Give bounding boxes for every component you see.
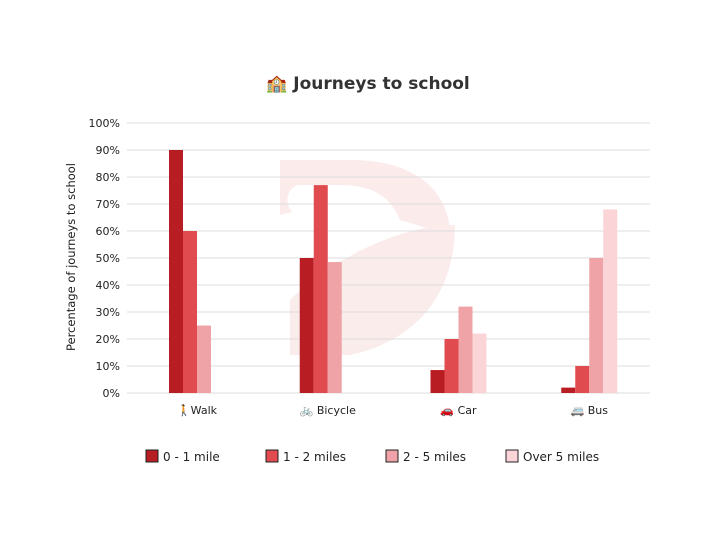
- y-axis-label: Percentage of journeys to school: [64, 163, 78, 351]
- bar: [575, 366, 590, 393]
- y-tick-label: 80%: [96, 171, 120, 184]
- x-tick-label: 🚲 Bicycle: [300, 404, 356, 417]
- x-tick-label: 🚶Walk: [177, 404, 218, 417]
- bar: [169, 150, 183, 393]
- bar: [589, 258, 604, 393]
- legend-label: 2 - 5 miles: [403, 450, 466, 464]
- x-tick-label: 🚗 Car: [440, 404, 477, 417]
- bar: [444, 339, 459, 393]
- y-tick-label: 50%: [96, 252, 120, 265]
- bar: [603, 209, 618, 393]
- y-tick-label: 0%: [103, 387, 120, 400]
- legend: 0 - 1 mile 1 - 2 miles 2 - 5 miles Over 5 m…: [145, 449, 599, 464]
- legend-swatch: [505, 449, 519, 463]
- bar: [561, 387, 576, 393]
- bar: [472, 333, 487, 393]
- legend-label: Over 5 miles: [523, 450, 599, 464]
- bar: [327, 262, 342, 393]
- chart-title: 🏫 Journeys to school: [266, 74, 470, 94]
- bar: [183, 231, 197, 393]
- x-axis-ticks: 🚶Walk 🚲 Bicycle 🚗 Car 🚐 Bus: [177, 404, 608, 417]
- y-tick-label: 100%: [89, 117, 120, 130]
- bars: [169, 150, 618, 393]
- y-tick-label: 90%: [96, 144, 120, 157]
- x-tick-label: 🚐 Bus: [571, 404, 609, 417]
- y-tick-label: 30%: [96, 306, 120, 319]
- y-tick-label: 70%: [96, 198, 120, 211]
- bar: [313, 185, 328, 393]
- legend-swatch: [385, 449, 399, 463]
- bar: [299, 258, 314, 393]
- bar: [430, 370, 445, 393]
- gridlines: [127, 122, 650, 394]
- bar: [197, 325, 211, 393]
- bar: [458, 306, 473, 393]
- legend-swatch: [145, 449, 159, 463]
- y-tick-label: 10%: [96, 360, 120, 373]
- y-tick-label: 40%: [96, 279, 120, 292]
- legend-swatch: [265, 449, 279, 463]
- y-axis-ticks: 0% 10% 20% 30% 40% 50% 60% 70% 80% 90% 100%: [89, 117, 120, 400]
- y-tick-label: 60%: [96, 225, 120, 238]
- legend-label: 1 - 2 miles: [283, 450, 346, 464]
- y-tick-label: 20%: [96, 333, 120, 346]
- legend-label: 0 - 1 mile: [163, 450, 220, 464]
